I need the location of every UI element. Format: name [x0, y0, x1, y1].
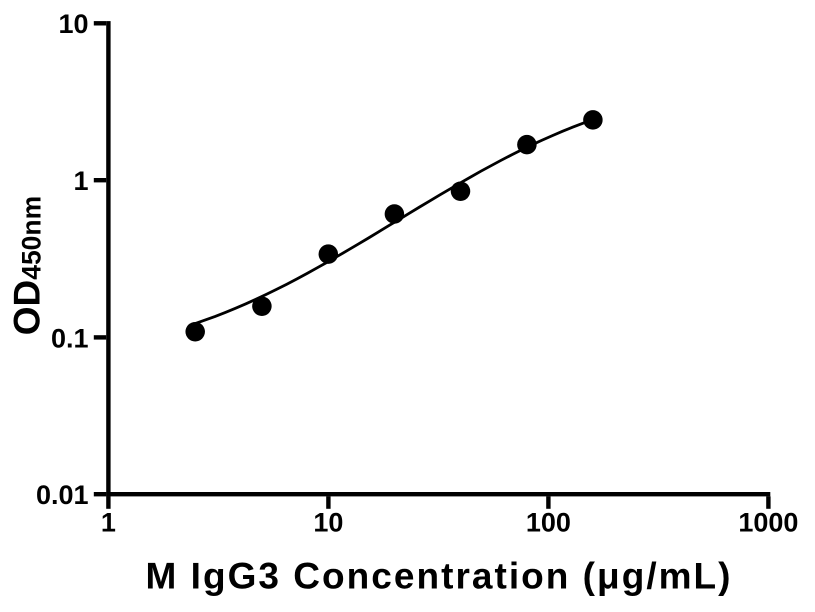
- svg-text:M IgG3 Concentration (μg/mL): M IgG3 Concentration (μg/mL): [146, 556, 731, 597]
- svg-text:0.01: 0.01: [36, 480, 89, 510]
- svg-text:OD450nm: OD450nm: [7, 196, 48, 335]
- svg-text:10: 10: [58, 9, 88, 39]
- svg-text:1: 1: [73, 166, 88, 196]
- svg-text:100: 100: [526, 508, 571, 538]
- svg-text:1000: 1000: [738, 508, 798, 538]
- svg-text:0.1: 0.1: [51, 323, 89, 353]
- svg-text:1: 1: [101, 508, 116, 538]
- svg-text:10: 10: [313, 508, 343, 538]
